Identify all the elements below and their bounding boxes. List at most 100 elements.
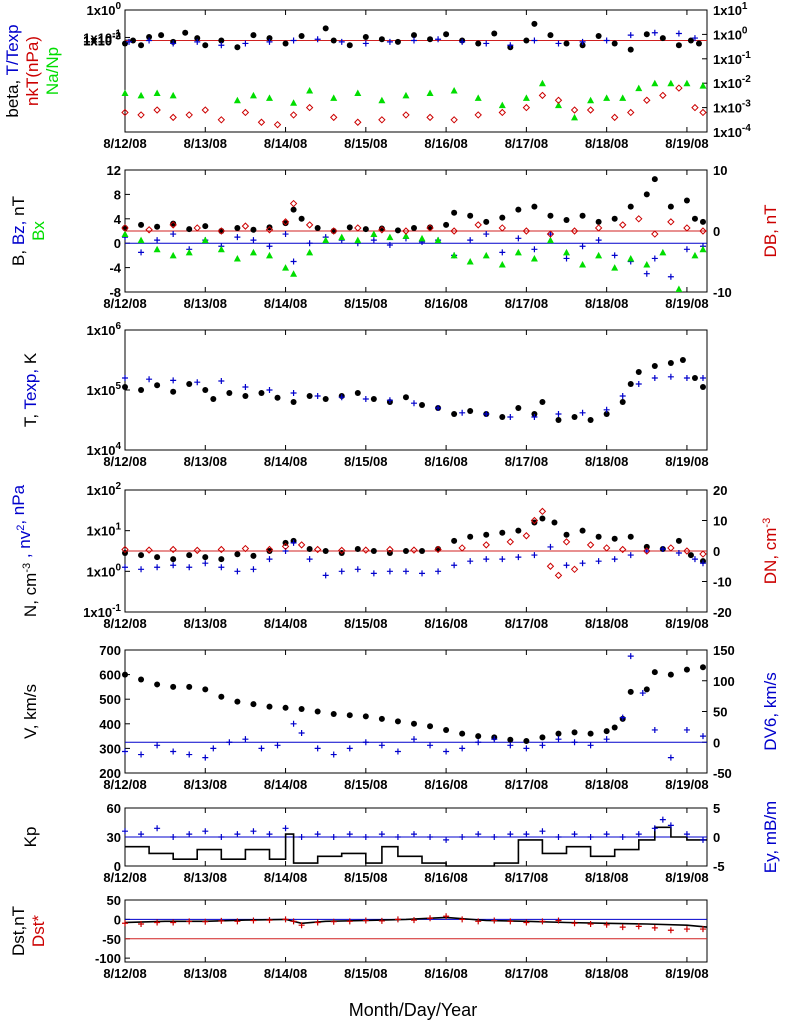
beta-x-tick-label: 8/16/08 bbox=[424, 136, 467, 151]
density-x-tick-label: 8/17/08 bbox=[505, 616, 548, 631]
temp-data-point bbox=[258, 390, 265, 396]
velocity-data-point bbox=[410, 736, 417, 743]
imf-data-point bbox=[281, 218, 290, 226]
velocity-data-point bbox=[330, 710, 337, 717]
density-data-point bbox=[530, 516, 539, 525]
density-data-point bbox=[170, 562, 177, 569]
density-data-point bbox=[551, 519, 558, 526]
kp-left-tick-label: 0 bbox=[114, 859, 121, 874]
density-data-point bbox=[699, 560, 706, 567]
velocity-data-point bbox=[138, 751, 145, 758]
temp-data-point bbox=[515, 405, 522, 411]
beta-data-point bbox=[233, 96, 241, 104]
dst-data-point bbox=[651, 924, 658, 931]
imf-data-point bbox=[627, 203, 634, 210]
imf-left-tick-label: -8 bbox=[109, 285, 121, 300]
temp-data-point bbox=[202, 387, 209, 393]
imf-data-point bbox=[418, 234, 426, 242]
imf-data-point bbox=[138, 249, 145, 256]
imf-right-tick-label: 0 bbox=[713, 224, 720, 239]
velocity-data-point bbox=[170, 748, 177, 755]
imf-data-point bbox=[289, 199, 298, 208]
imf-data-point bbox=[306, 248, 314, 256]
density-data-point bbox=[627, 552, 634, 559]
density-left-tick-label: 1x100 bbox=[87, 562, 122, 579]
beta-data-point bbox=[218, 37, 225, 44]
beta-x-tick-label: 8/12/08 bbox=[103, 136, 146, 151]
temp-data-point bbox=[699, 375, 706, 381]
beta-data-point bbox=[194, 38, 201, 45]
density-data-point bbox=[266, 548, 273, 554]
beta-data-point bbox=[498, 108, 507, 117]
beta-data-point bbox=[158, 32, 165, 39]
velocity-x-tick-label: 8/18/08 bbox=[585, 777, 628, 792]
beta-data-point bbox=[121, 89, 129, 96]
beta-data-point bbox=[603, 94, 611, 101]
density-data-point bbox=[522, 532, 531, 540]
temp-data-point bbox=[603, 406, 610, 413]
temp-data-point bbox=[483, 411, 490, 417]
imf-data-point bbox=[265, 226, 274, 234]
imf-data-point bbox=[169, 251, 177, 259]
imf-data-point bbox=[594, 224, 603, 232]
kp-left-tick-label: 30 bbox=[107, 830, 121, 845]
density-data-point bbox=[410, 546, 418, 554]
beta-data-point bbox=[627, 32, 634, 39]
beta-data-point bbox=[474, 94, 482, 101]
imf-data-point bbox=[450, 227, 458, 235]
density-data-point bbox=[290, 539, 297, 546]
beta-data-point bbox=[563, 40, 570, 47]
velocity-x-tick-label: 8/13/08 bbox=[184, 777, 227, 792]
imf-data-point bbox=[346, 224, 353, 231]
beta-right-tick-label: 1x101 bbox=[713, 1, 748, 18]
imf-data-point bbox=[651, 255, 658, 262]
velocity-x-tick-label: 8/16/08 bbox=[424, 777, 467, 792]
kp-data-point bbox=[138, 831, 145, 838]
beta-data-point bbox=[354, 89, 362, 96]
density-data-point bbox=[570, 565, 579, 574]
velocity-plot-frame bbox=[124, 649, 708, 774]
velocity-data-point bbox=[627, 688, 634, 695]
density-left-tick-label: 1x102 bbox=[87, 481, 122, 498]
velocity-data-point bbox=[210, 745, 217, 752]
imf-data-point bbox=[651, 176, 658, 183]
dst-data-point bbox=[138, 921, 145, 928]
kp-data-point bbox=[282, 825, 289, 832]
velocity-data-point bbox=[475, 733, 482, 740]
beta-data-point bbox=[667, 79, 675, 87]
kp-data-point bbox=[394, 834, 401, 840]
imf-right-label: DB, nT bbox=[761, 205, 780, 258]
velocity-right-tick-label: 50 bbox=[713, 705, 727, 720]
beta-data-point bbox=[330, 94, 338, 101]
kp-left-label: Kp bbox=[21, 827, 40, 848]
dst-data-point bbox=[362, 917, 369, 924]
temp-data-point bbox=[322, 396, 329, 402]
dst-data-point bbox=[683, 926, 690, 933]
density-data-point bbox=[467, 558, 474, 565]
dst-x-tick-label: 8/17/08 bbox=[505, 966, 548, 981]
density-data-point bbox=[265, 545, 274, 554]
velocity-data-point bbox=[427, 742, 434, 749]
temp-data-point bbox=[314, 393, 321, 399]
imf-data-point bbox=[474, 221, 482, 229]
beta-data-point bbox=[611, 40, 618, 47]
beta-data-point bbox=[250, 32, 257, 39]
beta-right-tick-label: 1x10-1 bbox=[713, 50, 751, 67]
density-data-point bbox=[241, 544, 250, 553]
beta-right-tick-label: 1x10-2 bbox=[713, 74, 751, 91]
density-data-point bbox=[266, 556, 273, 563]
dst-data-point bbox=[282, 916, 289, 923]
beta-data-point bbox=[282, 40, 289, 47]
imf-data-point bbox=[322, 236, 330, 244]
imf-data-point bbox=[249, 248, 257, 256]
imf-data-point bbox=[499, 249, 506, 256]
imf-left-tick-label: 0 bbox=[114, 236, 121, 251]
velocity-data-point bbox=[346, 712, 353, 719]
density-data-point bbox=[306, 545, 313, 552]
density-right-tick-label: 20 bbox=[713, 483, 727, 498]
beta-data-point bbox=[217, 116, 226, 124]
kp-right-label: Ey, mB/m bbox=[761, 801, 780, 873]
beta-data-point bbox=[691, 103, 699, 112]
density-data-point bbox=[138, 552, 145, 559]
imf-left-tick-label: -4 bbox=[109, 261, 121, 276]
